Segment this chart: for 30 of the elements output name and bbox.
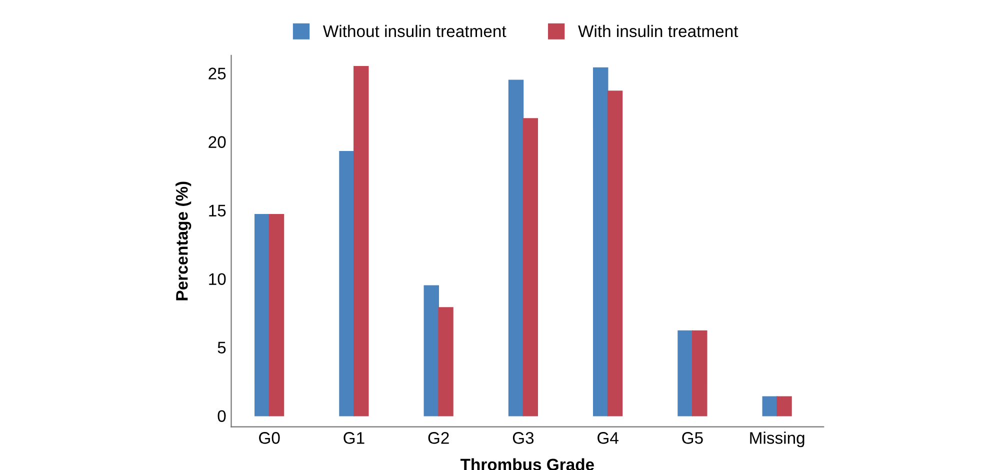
y-tick-label: 20 <box>208 136 226 148</box>
bar <box>678 330 693 416</box>
x-tick-label: G4 <box>598 432 618 444</box>
y-tick-label: 10 <box>209 273 226 285</box>
y-tick-label: 0 <box>218 410 226 422</box>
legend-label: Without insulin treatment <box>322 24 506 38</box>
bar <box>339 150 354 416</box>
bar <box>354 66 369 416</box>
bar <box>593 67 608 416</box>
bar <box>762 396 778 416</box>
y-tick-label: 5 <box>218 342 226 354</box>
bar <box>254 214 270 416</box>
x-tick-label: G1 <box>344 432 364 444</box>
x-tick-label: Missing <box>750 432 804 448</box>
x-tick-label: G3 <box>512 432 534 444</box>
bar <box>438 307 454 416</box>
bar <box>607 90 623 416</box>
x-tick-label: G0 <box>259 432 280 444</box>
bar <box>692 330 708 416</box>
x-tick-label: G5 <box>682 432 703 444</box>
bar <box>508 80 524 416</box>
bar <box>776 396 792 416</box>
y-tick-label: 25 <box>208 68 226 80</box>
legend-label: With insulin treatment <box>578 24 738 38</box>
y-tick-label: 15 <box>209 204 226 216</box>
bar <box>522 118 538 416</box>
bar <box>268 214 284 416</box>
bar <box>424 285 439 416</box>
y-axis-title: Percentage (%) <box>176 182 192 300</box>
x-tick-label: G2 <box>428 432 449 444</box>
